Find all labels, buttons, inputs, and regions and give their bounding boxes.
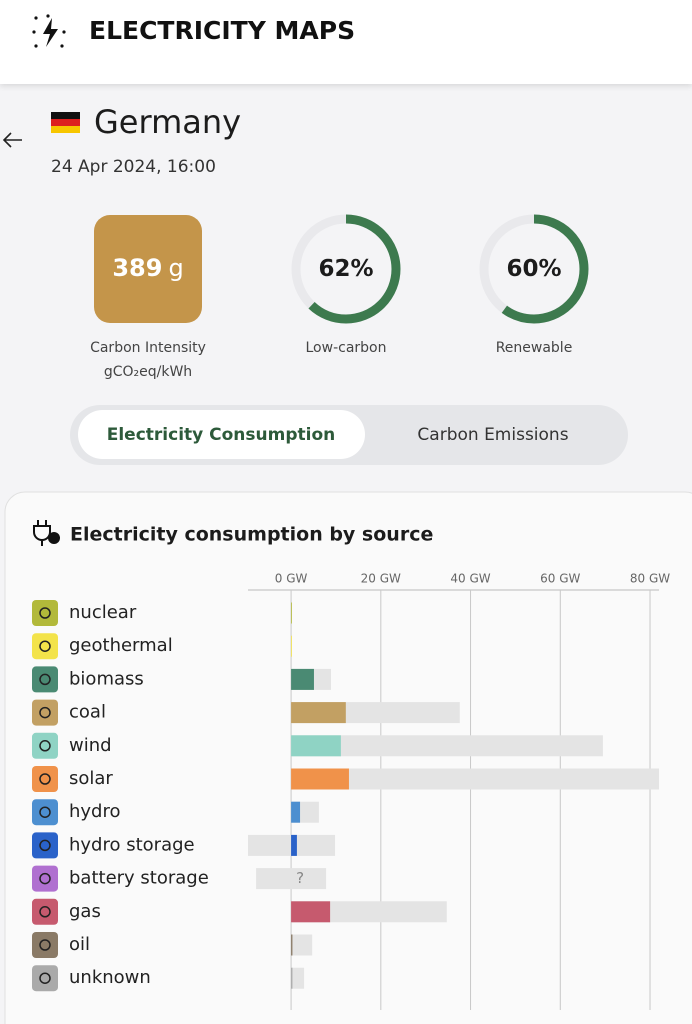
source-icon [32,633,58,660]
capacity-bar [291,735,603,757]
source-label: geothermal [69,635,173,656]
value-bar [291,934,293,956]
source-label: gas [69,901,101,922]
ci-unit: g [168,254,183,282]
ring-text: 60% [506,256,561,282]
value-bar [291,602,292,624]
source-icon-glyph [39,806,51,818]
low-carbon-label: Low-carbon [306,340,387,356]
chart-title: Electricity consumption by source [70,524,433,546]
ci-sublabel: gCO₂eq/kWh [104,364,192,380]
source-icon [32,699,58,726]
source-icon [32,965,58,992]
capacity-bar [256,868,327,890]
tab-consumption[interactable]: Electricity Consumption [107,425,336,445]
x-tick-label: 40 GW [450,572,490,586]
source-icon-glyph [39,939,51,951]
source-icon-glyph [39,673,51,686]
capacity-bar [291,967,305,989]
capacity-bar [291,768,659,790]
unknown-value-label: ? [296,869,304,887]
carbon-intensity-box [94,215,202,323]
source-label: hydro [69,801,121,822]
ring-text: 62% [318,256,373,282]
source-label: nuclear [69,602,137,623]
value-bar [291,635,292,657]
value-bar [291,901,331,923]
source-icon-glyph [39,972,51,984]
value-bar [291,834,297,856]
source-icon [32,666,58,693]
source-icon [32,832,58,859]
renewable-label: Renewable [496,340,573,356]
x-tick-label: 80 GW [630,572,670,586]
source-label: solar [69,768,113,789]
x-tick-label: 0 GW [275,572,308,586]
source-icon-glyph [39,773,51,785]
logo-icon [32,14,66,48]
ring-unit: % [350,256,373,282]
source-icon-glyph [39,872,51,885]
logo-text: ELECTRICITY MAPS [89,16,355,45]
value-bar [291,768,349,790]
x-tick-label: 20 GW [361,572,401,586]
header-bar [0,0,692,84]
source-icon-glyph [39,906,51,918]
zone-datetime: 24 Apr 2024, 16:00 [51,157,216,177]
source-icon-glyph [39,607,51,619]
carbon-intensity-value: 389 g [112,254,183,282]
ring-value [291,214,401,324]
source-icon-glyph [39,740,51,752]
source-label: wind [69,735,112,756]
tab-emissions[interactable]: Carbon Emissions [417,425,568,445]
source-icon [32,898,58,925]
source-label: battery storage [69,868,209,889]
ring-value [479,214,589,324]
source-label: biomass [69,668,144,689]
tab-active[interactable] [78,410,365,459]
x-tick-label: 60 GW [540,572,580,586]
ring-unit: % [538,256,561,282]
source-icon [32,600,58,626]
source-label: oil [69,934,90,955]
value-bar [291,735,341,757]
source-label: hydro storage [69,834,195,855]
source-icon-glyph [39,640,51,652]
value-bar [291,668,314,690]
source-label: unknown [69,967,151,988]
ci-number: 389 [112,254,162,282]
source-icon-glyph [39,839,51,852]
back-button[interactable] [2,132,22,148]
ring-number: 60 [506,256,538,282]
source-icon [32,932,58,958]
source-icon [32,766,58,792]
source-icon-glyph [39,706,51,719]
capacity-bar [291,934,313,956]
value-bar [291,801,301,823]
ci-label: Carbon Intensity [90,340,206,356]
source-icon [32,732,58,759]
value-bar [291,702,346,724]
flag [51,112,80,133]
chart-card [4,491,692,1024]
source-label: coal [69,702,106,723]
plug-icon [33,520,60,546]
source-icon [32,865,58,892]
ring-number: 62 [318,256,350,282]
zone-name: Germany [94,103,241,141]
source-icon [32,799,58,826]
value-bar [291,967,293,989]
